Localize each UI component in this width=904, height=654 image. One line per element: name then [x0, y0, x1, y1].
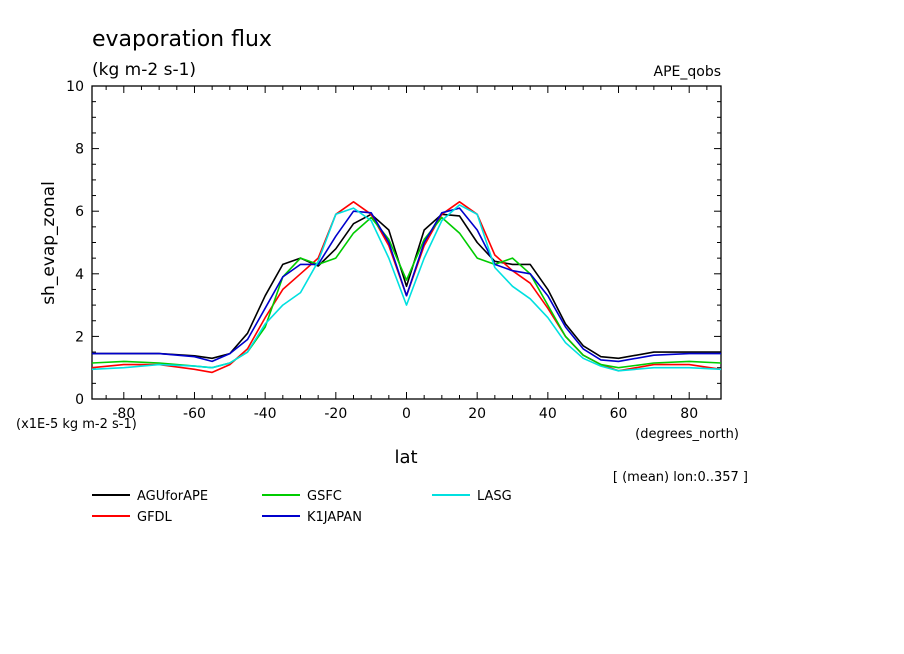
y-scale-note: (x1E-5 kg m-2 s-1)	[16, 417, 137, 432]
x-tick-label: -60	[183, 406, 206, 422]
legend-label-gfdl: GFDL	[137, 510, 173, 525]
x-tick-label: 40	[539, 406, 557, 422]
series-line-aguforape	[92, 213, 721, 360]
y-axis-ticks: 0 2 4 6 8 10	[66, 79, 721, 408]
x-tick-label: 0	[402, 406, 411, 422]
x-tick-label: 80	[680, 406, 698, 422]
legend-label-aguforape: AGUforAPE	[137, 489, 208, 504]
x-axis-label: lat	[394, 447, 417, 468]
averaging-note: [ (mean) lon:0..357 ]	[613, 470, 748, 485]
legend-label-k1japan: K1JAPAN	[307, 510, 362, 525]
series-line-gfdl	[91, 201, 722, 374]
chart-subtitle: (kg m-2 s-1)	[92, 60, 196, 80]
y-tick-label: 2	[75, 329, 84, 345]
plot-frame	[91, 85, 722, 400]
y-tick-label: 10	[66, 79, 84, 95]
y-tick-label: 8	[75, 142, 84, 158]
y-axis-label: sh_evap_zonal	[39, 181, 59, 305]
x-tick-label: -40	[254, 406, 277, 422]
x-tick-label: -20	[324, 406, 347, 422]
x-units-label: (degrees_north)	[635, 427, 739, 442]
series-line-gsfc	[91, 216, 722, 369]
series-line-k1japan	[92, 207, 721, 363]
x-tick-label: 60	[610, 406, 628, 422]
experiment-label: APE_qobs	[654, 64, 722, 80]
x-axis-ticks: -80 -60 -40 -20 0 20 40 60 80	[105, 86, 708, 422]
y-tick-label: 4	[75, 267, 84, 283]
series-lines	[91, 201, 722, 374]
y-tick-label: 6	[75, 204, 84, 220]
y-tick-label: 0	[75, 392, 84, 408]
legend: AGUforAPE GFDL GSFC K1JAPAN LASG	[92, 489, 512, 525]
series-line-lasg	[91, 204, 722, 372]
legend-label-lasg: LASG	[477, 489, 512, 504]
legend-label-gsfc: GSFC	[307, 489, 342, 504]
x-tick-label: -80	[112, 406, 135, 422]
x-tick-label: 20	[468, 406, 486, 422]
chart-title: evaporation flux	[92, 27, 272, 52]
